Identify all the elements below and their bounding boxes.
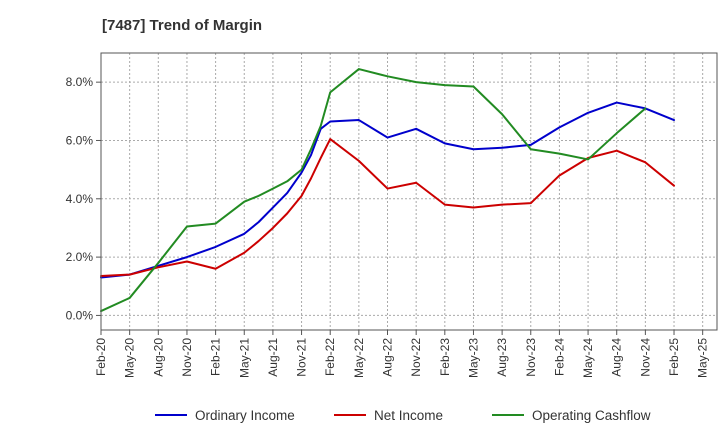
y-tick-label: 0.0% xyxy=(66,308,94,322)
x-tick-label: Nov-23 xyxy=(524,338,538,377)
series-line-ordinary-income xyxy=(100,101,676,279)
legend-label: Ordinary Income xyxy=(195,408,295,423)
plot-frame xyxy=(100,52,718,331)
x-tick-label: Feb-23 xyxy=(438,338,452,376)
x-tick-label: Nov-20 xyxy=(180,338,194,377)
x-tick-label: Aug-21 xyxy=(266,338,280,377)
y-tick-label: 4.0% xyxy=(66,192,94,206)
x-tick-label: May-24 xyxy=(581,338,595,378)
x-tick-label: May-22 xyxy=(352,338,366,378)
y-axis: 0.0% 2.0% 4.0% 6.0% 8.0% xyxy=(66,75,101,322)
legend-label: Net Income xyxy=(374,408,443,423)
x-tick-label: Feb-20 xyxy=(94,338,108,376)
x-tick-label: Nov-22 xyxy=(409,338,423,377)
series-line-net-income xyxy=(100,138,676,278)
x-tick-label: Nov-21 xyxy=(295,338,309,377)
series-line-operating-cashflow xyxy=(100,68,647,313)
x-tick-label: Feb-21 xyxy=(209,338,223,376)
legend-label: Operating Cashflow xyxy=(532,408,651,423)
x-tick-label: May-23 xyxy=(466,338,480,378)
x-axis: Feb-20 May-20 Aug-20 Nov-20 Feb-21 May-21 Aug-… xyxy=(94,330,710,378)
series-layer xyxy=(100,68,676,313)
y-tick-label: 8.0% xyxy=(66,75,94,89)
x-tick-label: Feb-24 xyxy=(552,338,566,376)
x-tick-label: Feb-25 xyxy=(667,338,681,376)
x-tick-label: May-21 xyxy=(237,338,251,378)
y-tick-label: 2.0% xyxy=(66,250,94,264)
grid-lines xyxy=(100,53,717,330)
x-tick-label: Aug-22 xyxy=(381,338,395,377)
y-tick-label: 6.0% xyxy=(66,133,94,147)
x-tick-label: Nov-24 xyxy=(638,338,652,377)
x-tick-label: May-25 xyxy=(696,338,710,378)
x-tick-label: Aug-23 xyxy=(495,338,509,377)
x-tick-label: Aug-20 xyxy=(151,338,165,377)
x-tick-label: Aug-24 xyxy=(610,338,624,377)
chart-title: [7487] Trend of Margin xyxy=(102,17,262,34)
x-tick-label: Feb-22 xyxy=(323,338,337,376)
x-tick-label: May-20 xyxy=(123,338,137,378)
legend: Ordinary Income Net Income Operating Cashf… xyxy=(155,408,651,423)
